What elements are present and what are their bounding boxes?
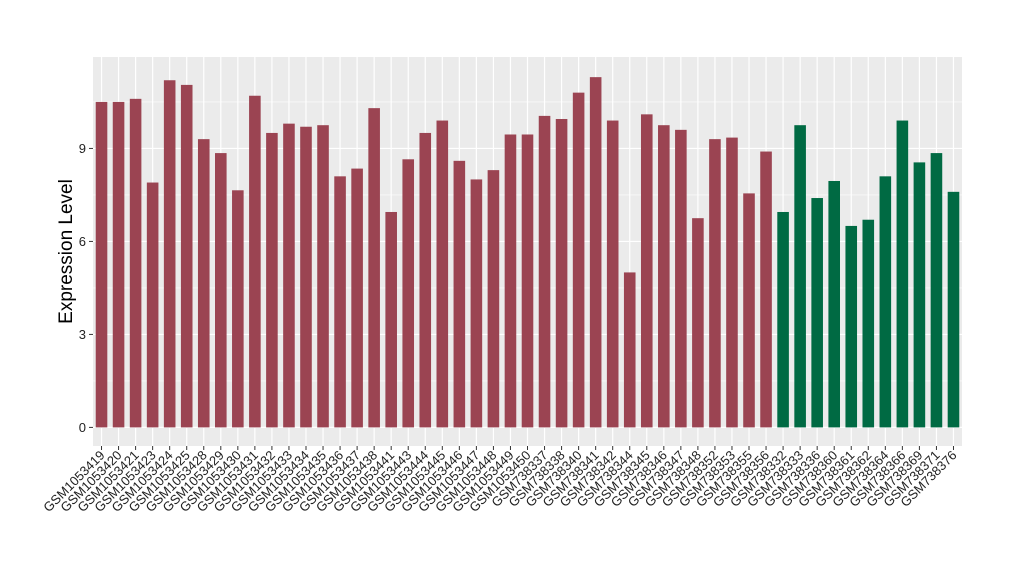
y-tick-label: 3: [79, 327, 86, 342]
bar: [760, 151, 772, 428]
bar: [947, 191, 960, 428]
bar: [879, 176, 892, 428]
bar: [828, 180, 840, 428]
bar: [334, 176, 346, 428]
bar: [709, 139, 721, 428]
bar: [385, 211, 397, 428]
bar: [504, 134, 517, 428]
bar: [470, 179, 483, 428]
bar: [726, 137, 738, 428]
bar: [249, 95, 261, 428]
bar: [555, 118, 568, 428]
y-tick-label: 0: [79, 420, 86, 435]
x-axis: GSM1053419GSM1053420GSM1053421GSM1053423…: [40, 446, 960, 515]
bar: [521, 134, 534, 428]
bar: [163, 80, 176, 428]
bar: [692, 218, 704, 428]
bar: [453, 160, 466, 428]
bar: [487, 170, 500, 428]
bar: [95, 101, 108, 428]
bar: [402, 159, 415, 428]
bar: [896, 120, 909, 428]
y-tick-label: 6: [79, 234, 86, 249]
bar: [572, 92, 585, 428]
bar: [419, 132, 432, 428]
bar: [146, 182, 159, 428]
y-axis-title: Expression Level: [56, 179, 77, 324]
bar: [300, 126, 312, 428]
bar: [606, 120, 619, 428]
bar: [811, 198, 823, 428]
bar: [266, 132, 278, 428]
bar: [794, 125, 806, 428]
bar: [283, 123, 295, 428]
bar: [368, 108, 380, 428]
bar: [930, 153, 943, 428]
bar: [351, 168, 363, 428]
bar: [777, 211, 789, 428]
bar: [215, 153, 227, 428]
y-axis: 0 3 6 9: [79, 141, 93, 435]
bar: [623, 272, 636, 428]
bar: [538, 115, 551, 428]
bar: [197, 139, 210, 428]
y-tick-label: 9: [79, 141, 86, 156]
bar: [743, 193, 755, 428]
bar: [112, 101, 125, 428]
bar: [845, 225, 858, 428]
bar: [675, 129, 687, 428]
bar: [180, 84, 193, 428]
bar: [232, 190, 244, 428]
bar: [862, 219, 875, 428]
bar: [913, 162, 926, 428]
bar: [658, 125, 670, 428]
bar: [129, 98, 142, 428]
bar: [640, 114, 653, 428]
bar: [317, 125, 329, 428]
bar: [589, 77, 602, 428]
bar: [436, 120, 449, 428]
bars: [95, 77, 960, 428]
